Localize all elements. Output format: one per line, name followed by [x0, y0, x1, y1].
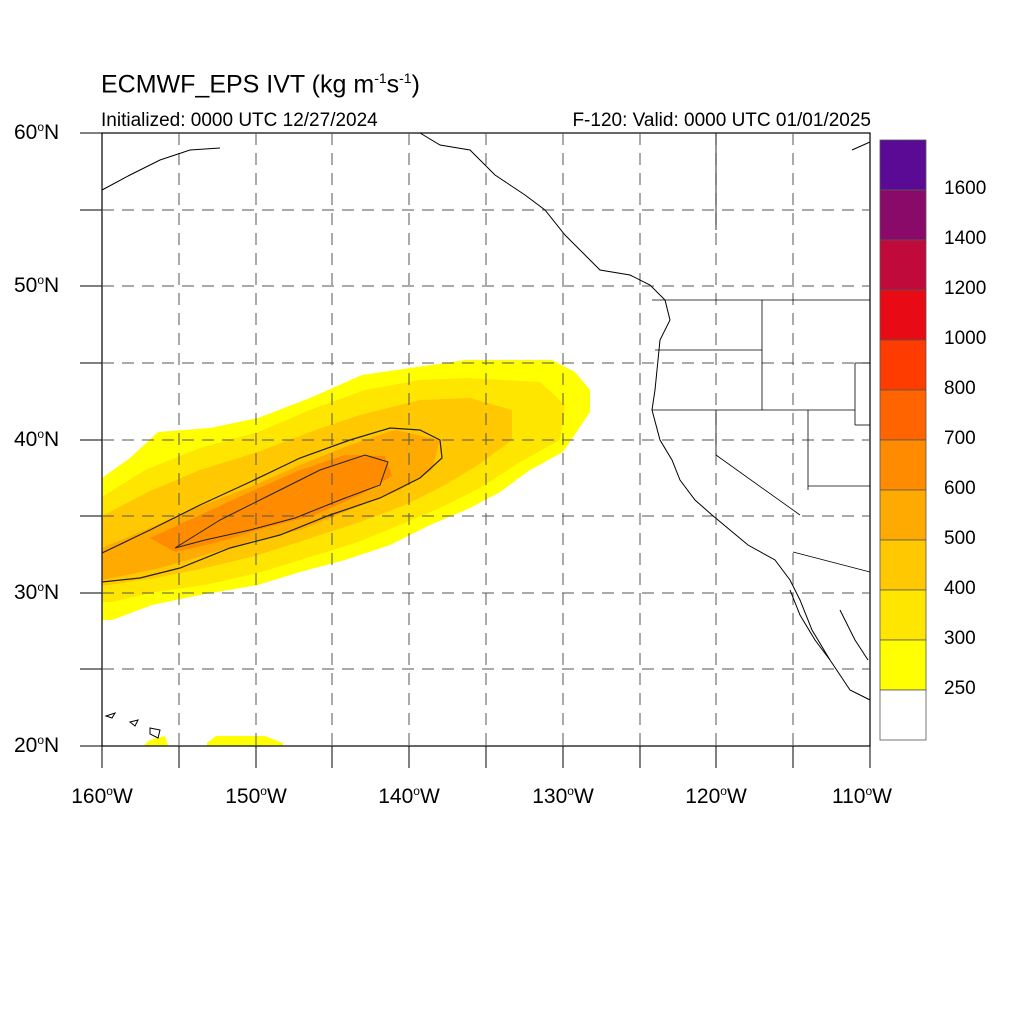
colorbar-segment	[879, 189, 927, 241]
chart-title: ECMWF_EPS IVT (kg m-1s-1)	[101, 70, 420, 99]
coastline	[101, 132, 871, 739]
lat-label-40: 40oN	[14, 427, 60, 451]
colorbar-segment	[879, 489, 927, 541]
colorbar-segment	[879, 439, 927, 491]
colorbar-label: 600	[944, 478, 976, 499]
valid-time-label: F-120: Valid: 0000 UTC 01/01/2025	[572, 110, 871, 131]
lat-label-30: 30oN	[14, 580, 60, 604]
ivt-shading	[102, 360, 590, 746]
colorbar-label: 1600	[944, 178, 987, 199]
state-borders	[652, 133, 871, 573]
colorbar-label: 300	[944, 628, 976, 649]
lon-label-160: 160oW	[71, 784, 133, 808]
colorbar	[879, 139, 927, 741]
lat-label-50: 50oN	[14, 273, 60, 297]
lon-label-140: 140oW	[378, 784, 440, 808]
lat-label-20: 20oN	[14, 733, 60, 757]
ivt-band-250-isle2	[143, 736, 168, 746]
colorbar-label: 800	[944, 378, 976, 399]
colorbar-segment	[879, 639, 927, 691]
colorbar-label: 1200	[944, 278, 987, 299]
colorbar-label: 700	[944, 428, 976, 449]
lon-label-120: 120oW	[685, 784, 747, 808]
colorbar-segment	[879, 689, 927, 741]
colorbar-segment	[879, 139, 927, 191]
colorbar-label: 400	[944, 578, 976, 599]
initialized-label: Initialized: 0000 UTC 12/27/2024	[101, 110, 378, 131]
lat-label-60: 60oN	[14, 120, 60, 144]
ivt-band-250-isle	[207, 736, 283, 746]
colorbar-label: 1000	[944, 328, 987, 349]
colorbar-segment	[879, 539, 927, 591]
lon-label-130: 130oW	[532, 784, 594, 808]
colorbar-label: 250	[944, 678, 976, 699]
ivt-contour-600	[101, 427, 443, 583]
ivt-contour-inner	[174, 454, 389, 549]
graticule	[102, 133, 870, 746]
colorbar-segment	[879, 239, 927, 291]
colorbar-segment	[879, 389, 927, 441]
colorbar-label: 1400	[944, 228, 987, 249]
colorbar-segment	[879, 289, 927, 341]
lon-label-110: 110oW	[832, 784, 892, 808]
colorbar-segment	[879, 589, 927, 641]
axis-ticks	[80, 132, 871, 768]
lon-label-150: 150oW	[225, 784, 287, 808]
colorbar-segment	[879, 339, 927, 391]
map-frame	[80, 132, 871, 768]
colorbar-label: 500	[944, 528, 976, 549]
